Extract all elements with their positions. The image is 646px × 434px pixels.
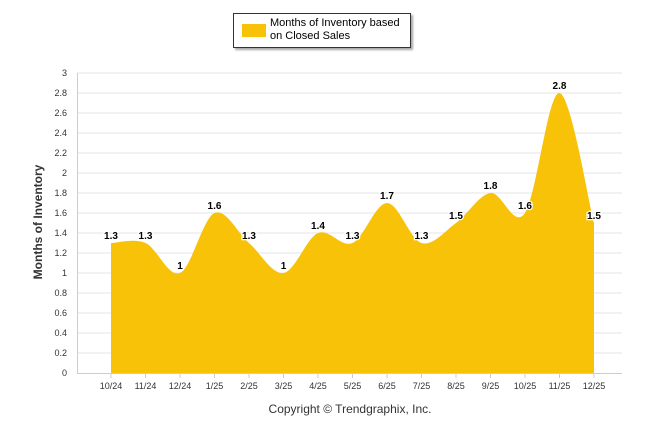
x-tick-label: 7/25: [413, 381, 431, 391]
data-label: 1.3: [415, 231, 429, 242]
y-tick-label: 2.8: [54, 88, 67, 98]
x-tick-label: 1/25: [206, 381, 224, 391]
y-axis-title: Months of Inventory: [31, 164, 45, 280]
x-tick-label: 4/25: [309, 381, 327, 391]
data-label: 1.8: [484, 181, 498, 192]
x-tick-label: 10/24: [100, 381, 123, 391]
y-tick-label: 0.4: [54, 328, 67, 338]
y-tick-label: 1.6: [54, 208, 67, 218]
data-label: 2.8: [553, 81, 567, 92]
y-tick-label: 2.4: [54, 128, 67, 138]
x-tick-label: 3/25: [275, 381, 293, 391]
data-label: 1.7: [380, 191, 394, 202]
data-label: 1: [281, 261, 287, 272]
y-tick-label: 3: [62, 68, 67, 78]
data-label: 1.3: [104, 231, 118, 242]
x-tick-label: 2/25: [240, 381, 258, 391]
y-tick-label: 0: [62, 368, 67, 378]
x-tick-label: 5/25: [344, 381, 362, 391]
x-tick-label: 12/24: [169, 381, 192, 391]
x-tick-label: 11/25: [549, 381, 571, 391]
data-label: 1.5: [449, 211, 463, 222]
data-label: 1.6: [518, 201, 532, 212]
data-label: 1.6: [208, 201, 222, 212]
y-tick-label: 2: [62, 168, 67, 178]
x-tick-label: 10/25: [514, 381, 537, 391]
copyright-text: Copyright © Trendgraphix, Inc.: [268, 402, 432, 416]
legend-label: Months of Inventory based on Closed Sale…: [270, 17, 400, 42]
data-label: 1: [177, 261, 183, 272]
y-tick-label: 0.6: [54, 308, 67, 318]
y-tick-label: 0.8: [54, 288, 67, 298]
legend[interactable]: Months of Inventory based on Closed Sale…: [233, 13, 411, 48]
x-tick-label: 11/24: [135, 381, 157, 391]
data-label: 1.3: [242, 231, 256, 242]
y-tick-label: 2.2: [54, 148, 67, 158]
data-label: 1.4: [311, 221, 325, 232]
x-tick-label: 9/25: [482, 381, 500, 391]
legend-swatch: [242, 24, 266, 37]
y-tick-label: 2.6: [54, 108, 67, 118]
x-tick-label: 8/25: [447, 381, 465, 391]
area-series: [111, 92, 594, 373]
y-tick-label: 1: [62, 268, 67, 278]
x-tick-label: 12/25: [583, 381, 606, 391]
y-tick-label: 1.4: [54, 228, 67, 238]
data-label: 1.5: [587, 211, 601, 222]
y-tick-label: 1.2: [54, 248, 67, 258]
data-label: 1.3: [139, 231, 153, 242]
data-label: 1.3: [346, 231, 360, 242]
y-tick-label: 0.2: [54, 348, 67, 358]
x-tick-label: 6/25: [378, 381, 396, 391]
y-tick-label: 1.8: [54, 188, 67, 198]
